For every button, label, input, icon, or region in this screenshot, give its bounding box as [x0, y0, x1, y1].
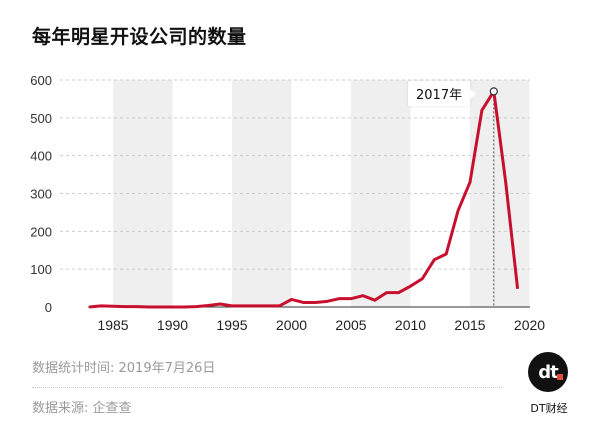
- x-tick-label: 2020: [514, 317, 545, 333]
- logo-caption: DT财经: [530, 402, 568, 415]
- data-line: [89, 89, 520, 309]
- y-tick-label: 0: [45, 300, 52, 315]
- stat-time-note: 数据统计时间: 2019年7月26日: [32, 361, 216, 376]
- peak-marker: [489, 87, 498, 96]
- logo-dot-icon: [556, 373, 563, 380]
- y-tick-label: 200: [30, 224, 52, 239]
- x-tick-label: 2010: [395, 317, 426, 333]
- x-axis-ticks: 1985 1990 1995 2000 2005 2010 2015 2020: [97, 317, 545, 333]
- x-tick-label: 1985: [97, 317, 128, 333]
- x-tick-label: 2015: [454, 317, 485, 333]
- x-tick-label: 1990: [157, 317, 188, 333]
- logo-mark: dt: [538, 362, 563, 383]
- chart-title: 每年明星开设公司的数量: [32, 26, 247, 48]
- x-tick-label: 2000: [276, 317, 307, 333]
- y-tick-label: 500: [30, 111, 52, 126]
- dt-logo: dt: [528, 352, 568, 392]
- y-axis-ticks: 0 100 200 300 400 500 600: [30, 73, 52, 315]
- x-tick-label: 2005: [335, 317, 366, 333]
- y-tick-label: 300: [30, 187, 52, 202]
- x-tick-label: 1995: [216, 317, 247, 333]
- y-tick-label: 400: [30, 149, 52, 164]
- footer-divider: [32, 387, 502, 388]
- peak-tooltip: 2017年: [408, 81, 477, 106]
- y-tick-label: 100: [30, 262, 52, 277]
- line-chart: 0 100 200 300 400 500 600 1985 1990 1995 2000 2005…: [30, 73, 545, 333]
- source-note: 数据来源: 企查查: [32, 401, 132, 416]
- y-tick-label: 600: [30, 73, 52, 88]
